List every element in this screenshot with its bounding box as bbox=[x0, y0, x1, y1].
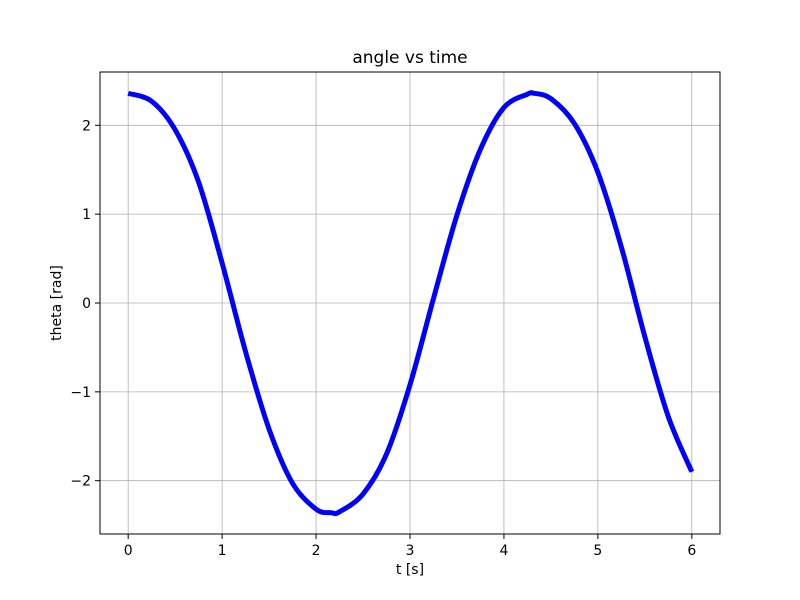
x-tick-label: 2 bbox=[312, 543, 321, 559]
y-tick-label: 0 bbox=[82, 296, 91, 312]
x-tick-label: 6 bbox=[687, 543, 696, 559]
x-tick-label: 4 bbox=[499, 543, 508, 559]
x-tick-label: 0 bbox=[124, 543, 133, 559]
x-axis-label: t [s] bbox=[396, 562, 424, 578]
ticks: 0 1 2 3 4 5 6 −2 −1 0 1 2 bbox=[70, 118, 696, 559]
y-tick-label: −1 bbox=[70, 385, 91, 401]
series-layer bbox=[127, 90, 695, 517]
series-line bbox=[127, 90, 695, 517]
x-tick-label: 5 bbox=[593, 543, 602, 559]
y-axis-label: theta [rad] bbox=[49, 265, 65, 341]
y-tick-label: 1 bbox=[82, 207, 91, 223]
x-tick-label: 3 bbox=[406, 543, 415, 559]
y-tick-label: 2 bbox=[82, 118, 91, 134]
chart-title: angle vs time bbox=[352, 48, 467, 68]
x-tick-label: 1 bbox=[218, 543, 227, 559]
y-tick-label: −2 bbox=[70, 474, 91, 490]
